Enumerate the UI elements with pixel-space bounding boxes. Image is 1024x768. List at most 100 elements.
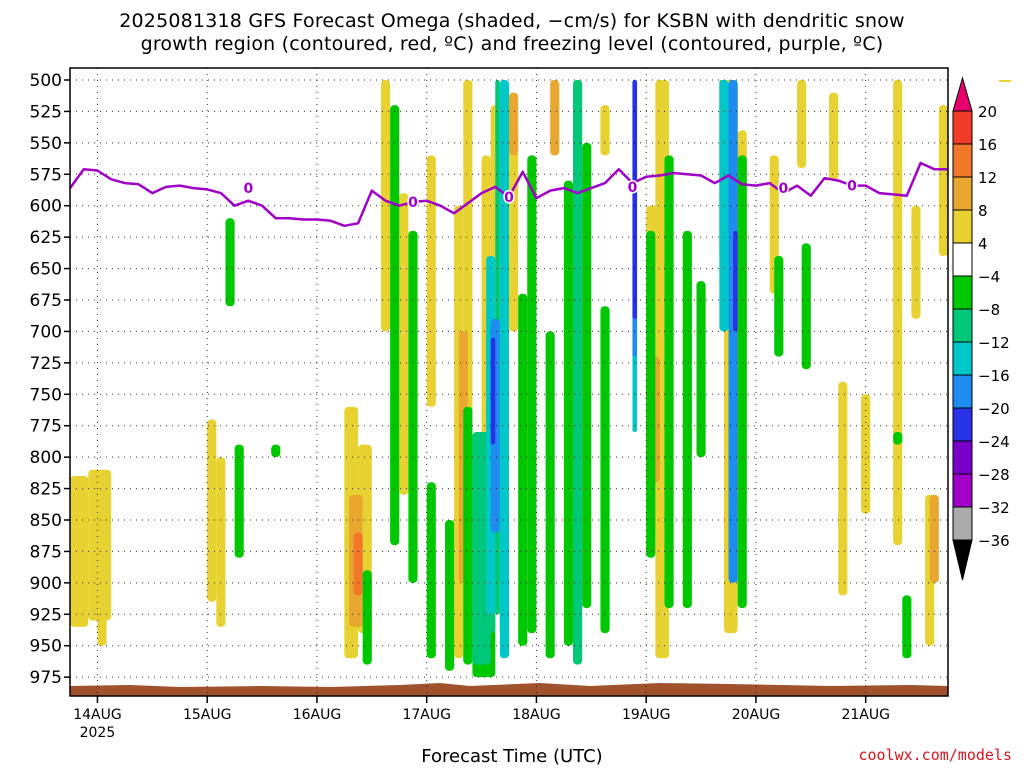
omega-region-neg4-18 <box>682 230 692 608</box>
colorbar-segment-1 <box>952 110 973 145</box>
colorbar-segment-12 <box>952 473 973 508</box>
x-tick-label-15AUG: 15AUG <box>183 707 232 723</box>
colorbar-bottom-arrow <box>952 539 973 581</box>
y-tick-label-550: 550 <box>30 134 62 154</box>
omega-region-neg4-2 <box>362 570 372 665</box>
colorbar-segment-8 <box>952 341 973 376</box>
terrain <box>70 683 948 696</box>
omega-region-neg4-1 <box>234 444 244 558</box>
omega-region-8-3 <box>550 80 560 156</box>
omega-region-8-6 <box>929 494 939 583</box>
x-tick-label-18AUG: 18AUG <box>512 707 561 723</box>
colorbar-label-9: −20 <box>978 400 1010 418</box>
y-tick-label-850: 850 <box>30 511 62 531</box>
omega-region-4-0 <box>70 476 89 627</box>
omega-region-neg4-0 <box>225 218 235 307</box>
omega-region-neg4-12 <box>545 331 555 659</box>
y-tick-label-700: 700 <box>30 322 62 342</box>
colorbar-label-3: 8 <box>978 202 988 220</box>
y-tick-label-875: 875 <box>30 542 62 562</box>
omega-region-neg4-11 <box>527 155 537 634</box>
colorbar-label-5: −4 <box>978 268 1000 286</box>
omega-region-4-25 <box>829 92 839 181</box>
colorbar-segment-7 <box>952 308 973 343</box>
omega-region-4-28 <box>938 105 948 257</box>
colorbar-label-8: −16 <box>978 367 1010 385</box>
omega-region-neg4-22 <box>774 256 784 357</box>
omega-region-neg8-3 <box>573 80 583 665</box>
colorbar-label-11: −28 <box>978 466 1010 484</box>
omega-region-4-4 <box>216 457 226 627</box>
colorbar-segment-13 <box>952 506 973 541</box>
omega-region-neg12-3 <box>719 80 729 332</box>
x-axis-label: Forecast Time (UTC) <box>421 746 603 767</box>
colorbar-top-arrow <box>952 76 973 112</box>
omega-region-4-10 <box>426 155 436 407</box>
omega-region-neg20-1 <box>632 80 638 319</box>
omega-region-4-3 <box>207 419 217 602</box>
colorbar-segment-5 <box>952 242 973 277</box>
omega-region-neg12-1 <box>499 80 509 659</box>
omega-region-neg4-13 <box>563 180 574 646</box>
omega-region-neg4-23 <box>801 243 811 370</box>
omega-region-neg4-16 <box>646 230 656 558</box>
colorbar-label-12: −32 <box>978 499 1010 517</box>
omega-region-neg4-17 <box>664 155 674 608</box>
y-tick-label-625: 625 <box>30 228 62 248</box>
omega-region-4-9 <box>399 193 409 495</box>
omega-region-neg4-25 <box>902 595 912 659</box>
omega-region-neg4-26 <box>271 444 281 458</box>
y-tick-label-725: 725 <box>30 354 62 374</box>
y-tick-label-525: 525 <box>30 102 62 122</box>
freezing-level-label-3: 0 <box>408 195 418 211</box>
colorbar-segment-3 <box>952 176 973 211</box>
plot-frame <box>69 67 949 697</box>
omega-region-4-18 <box>600 105 610 156</box>
colorbar-label-10: −24 <box>978 433 1010 451</box>
y-tick-label-775: 775 <box>30 417 62 437</box>
omega-region-4-29 <box>998 80 1013 82</box>
omega-region-neg4-24 <box>893 432 903 445</box>
x-tick-label-20AUG: 20AUG <box>732 707 781 723</box>
colorbar-segment-4 <box>952 209 973 244</box>
colorbar-segment-2 <box>952 143 973 178</box>
y-tick-label-600: 600 <box>30 197 62 217</box>
omega-region-neg4-3 <box>390 105 400 546</box>
colorbar-segment-6 <box>952 275 973 310</box>
omega-region-12-0 <box>353 532 363 596</box>
omega-region-neg4-15 <box>600 306 610 634</box>
omega-region-4-31 <box>861 394 871 514</box>
freezing-level-label-5: 0 <box>779 181 789 197</box>
colorbar-label-2: 12 <box>978 169 997 187</box>
omega-region-4-8 <box>380 80 391 332</box>
y-tick-label-675: 675 <box>30 291 62 311</box>
y-tick-label-950: 950 <box>30 637 62 657</box>
y-tick-label-975: 975 <box>30 668 62 688</box>
omega-region-4-30 <box>838 381 848 596</box>
colorbar-segment-10 <box>952 407 973 442</box>
freezing-level-label-0: 0 <box>243 181 253 197</box>
y-tick-label-900: 900 <box>30 574 62 594</box>
credit-link[interactable]: coolwx.com/models <box>858 746 1012 764</box>
x-tick-label-17AUG: 17AUG <box>402 707 451 723</box>
omega-region-8-2 <box>509 92 519 156</box>
x-tick-label-21AUG: 21AUG <box>841 707 890 723</box>
omega-region-neg4-21 <box>737 155 747 608</box>
omega-region-neg4-10 <box>518 293 528 646</box>
omega-region-neg4-5 <box>426 482 436 659</box>
omega-region-4-2 <box>97 482 107 646</box>
omega-region-neg20-0 <box>490 337 496 445</box>
chart-title-line-1: 2025081318 GFS Forecast Omega (shaded, −… <box>119 10 905 32</box>
colorbar-label-6: −8 <box>978 301 1000 319</box>
freezing-level-line <box>68 161 948 228</box>
x-tick-label-14AUG: 14AUG <box>73 707 122 723</box>
omega-region-neg4-19 <box>696 281 706 458</box>
colorbar-label-1: 16 <box>978 136 997 154</box>
colorbar-label-0: 20 <box>978 103 997 121</box>
y-tick-label-750: 750 <box>30 385 62 405</box>
y-tick-label-650: 650 <box>30 260 62 280</box>
colorbar-label-7: −12 <box>978 334 1010 352</box>
omega-region-4-32 <box>911 205 921 319</box>
freezing-level-label-4: 0 <box>628 180 638 196</box>
